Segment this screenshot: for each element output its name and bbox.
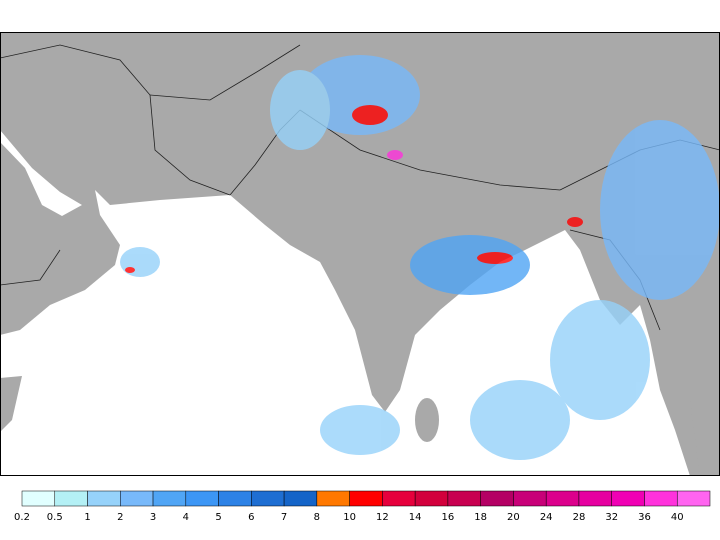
legend-box [414, 490, 449, 507]
legend-label: 28 [573, 512, 586, 523]
legend-label: 12 [376, 512, 389, 523]
legend-label: 20 [507, 512, 520, 523]
legend-label: 16 [442, 512, 455, 523]
legend-box [349, 490, 383, 507]
legend-label: 3 [150, 512, 156, 523]
legend-label: 7 [281, 512, 287, 523]
peninsula [690, 390, 720, 476]
legend-box [513, 490, 547, 507]
sri-lanka [415, 398, 439, 442]
legend-label: 1 [84, 512, 90, 523]
legend-box [152, 490, 187, 507]
legend-box [644, 490, 678, 507]
map [0, 32, 720, 476]
legend-box [676, 490, 711, 507]
legend-box [54, 490, 88, 507]
legend-box [382, 490, 416, 507]
somalia [0, 376, 22, 432]
legend-box [120, 490, 154, 507]
legend-box [21, 490, 56, 507]
legend-label: 10 [343, 512, 356, 523]
legend-box [283, 490, 318, 507]
legend-label: 14 [409, 512, 422, 523]
precipitation [120, 55, 720, 460]
legend-box [545, 490, 580, 507]
legend-box [480, 490, 514, 507]
legend-label: 2 [117, 512, 123, 523]
color-legend: 0.2 0.5 1 2 3 4 5 6 7 8 10 12 14 16 18 20 24 28 32 36 40 [14, 490, 711, 523]
legend-label: 6 [248, 512, 254, 523]
legend-box [316, 490, 350, 507]
legend-label: 5 [215, 512, 221, 523]
legend-box [87, 490, 121, 507]
legend-label: 36 [638, 512, 651, 523]
legend-box [185, 490, 219, 507]
legend-box [611, 490, 645, 507]
legend-label: 0.2 [14, 512, 30, 523]
legend-label: 8 [314, 512, 320, 523]
legend-label: 24 [540, 512, 553, 523]
legend-label: 32 [605, 512, 618, 523]
persian-gulf [0, 130, 82, 216]
legend-box [251, 490, 285, 507]
legend-label: 4 [183, 512, 189, 523]
legend-label: 18 [474, 512, 487, 523]
legend-box [218, 490, 252, 507]
legend-box [578, 490, 612, 507]
legend-box [447, 490, 481, 507]
legend-label: 40 [671, 512, 684, 523]
legend-label: 0.5 [47, 512, 63, 523]
